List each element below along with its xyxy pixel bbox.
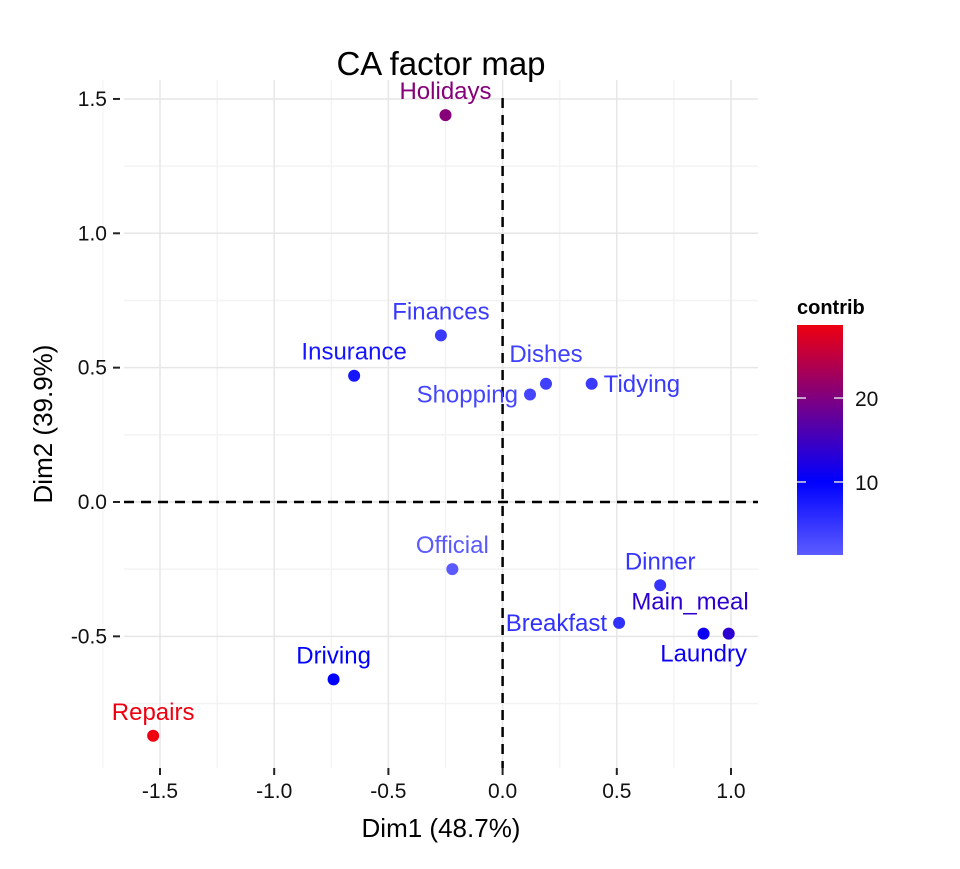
y-tick-label: 0.0	[78, 491, 107, 514]
x-tick-label: 0.5	[602, 780, 631, 803]
y-axis-label: Dim2 (39.9%)	[28, 345, 58, 504]
point-label: Laundry	[660, 641, 747, 668]
x-tick-label: -0.5	[370, 780, 406, 803]
legend-tick-label: 20	[855, 388, 878, 411]
legend: contrib 10 20	[797, 297, 878, 555]
points: Holidays Finances Insurance Dishes Tidying Sh…	[112, 78, 749, 742]
point-official	[446, 563, 459, 576]
point-label: Main_meal	[631, 589, 748, 616]
point-finances	[434, 329, 447, 342]
point-dishes	[539, 377, 552, 390]
point-insurance	[348, 369, 361, 382]
legend-colorbar	[797, 325, 843, 555]
legend-tick-label: 10	[855, 472, 878, 495]
y-tick-label: 1.5	[78, 88, 107, 111]
point-label: Shopping	[417, 382, 518, 409]
axes: -1.5 -1.0 -0.5 0.0 0.5 1.0 -0.5 0.0 0.5 1.0 1.5	[71, 88, 746, 803]
y-tick-label: -0.5	[71, 625, 107, 648]
point-label: Tidying	[604, 371, 680, 398]
point-driving	[327, 673, 340, 686]
point-dinner	[654, 579, 667, 592]
point-label: Dishes	[509, 341, 582, 368]
point-label: Insurance	[301, 339, 406, 366]
x-tick-label: -1.0	[256, 780, 292, 803]
point-label: Breakfast	[506, 610, 608, 637]
point-tidying	[585, 377, 598, 390]
x-axis-label: Dim1 (48.7%)	[362, 813, 521, 843]
x-tick-label: 1.0	[716, 780, 745, 803]
chart-title: CA factor map	[336, 45, 545, 82]
y-tick-label: 1.0	[78, 222, 107, 245]
y-tick-label: 0.5	[78, 357, 107, 380]
x-tick-label: 0.0	[488, 780, 517, 803]
point-repairs	[147, 729, 160, 742]
point-main-meal	[722, 627, 735, 640]
point-label: Holidays	[399, 78, 491, 105]
point-breakfast	[613, 616, 626, 629]
point-label: Official	[416, 532, 489, 559]
reference-lines	[124, 98, 758, 768]
point-holidays	[439, 109, 452, 122]
point-shopping	[524, 388, 537, 401]
grid	[102, 80, 758, 768]
legend-title: contrib	[797, 297, 865, 319]
point-label: Dinner	[625, 548, 696, 575]
point-laundry	[697, 627, 710, 640]
point-label: Finances	[392, 298, 489, 325]
point-label: Repairs	[112, 699, 195, 726]
point-label: Driving	[296, 642, 371, 669]
x-tick-label: -1.5	[142, 780, 178, 803]
